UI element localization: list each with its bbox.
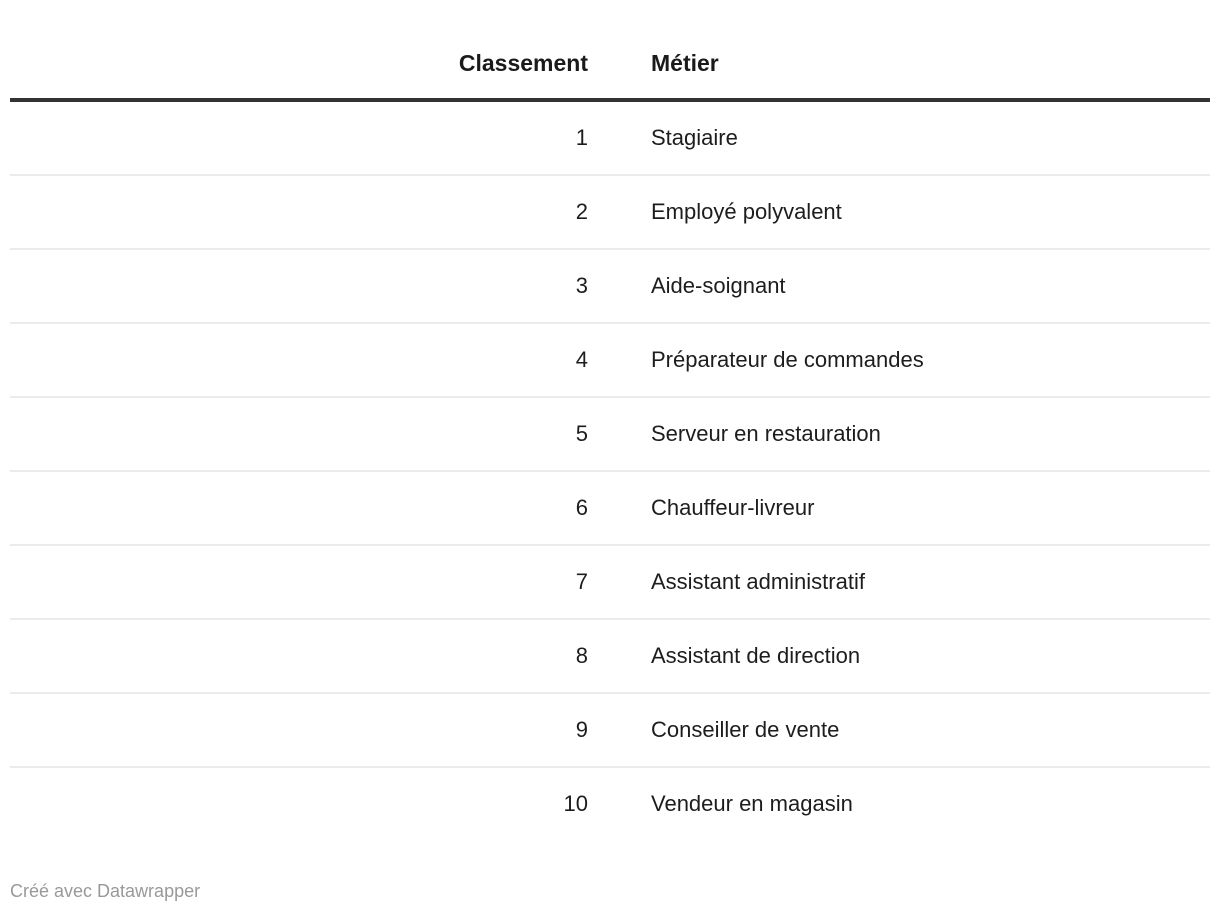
table-row: 3 Aide-soignant (10, 249, 1210, 324)
rank-cell: 7 (10, 545, 610, 620)
rank-cell: 3 (10, 249, 610, 324)
metier-cell: Conseiller de vente (610, 693, 1210, 768)
rank-cell: 5 (10, 397, 610, 472)
table-row: 4 Préparateur de commandes (10, 323, 1210, 398)
datawrapper-credit-link[interactable]: Créé avec Datawrapper (10, 881, 201, 901)
table-row: 7 Assistant administratif (10, 545, 1210, 620)
table-row: 6 Chauffeur-livreur (10, 471, 1210, 546)
metier-cell: Vendeur en magasin (651, 791, 853, 816)
column-header-classement: Classement (10, 28, 610, 102)
metier-cell: Assistant administratif (610, 545, 1210, 620)
table-row: 9 Conseiller de vente (10, 693, 1210, 768)
table-row: 8 Assistant de direction (10, 619, 1210, 694)
rank-cell: 9 (10, 693, 610, 768)
metier-cell: Serveur en restauration (610, 397, 1210, 472)
table-header: Classement Métier (10, 28, 1210, 102)
ranking-table: Classement Métier 1 Stagiaire 2 Employé … (10, 28, 1210, 840)
table-body: 1 Stagiaire 2 Employé polyvalent 3 Aide-… (10, 100, 1210, 840)
table-row: 1 Stagiaire (10, 100, 1210, 176)
table-row: 2 Employé polyvalent (10, 175, 1210, 250)
footer: Créé avec Datawrapper (10, 880, 1220, 902)
metier-cell: Assistant de direction (610, 619, 1210, 694)
page: Classement Métier 1 Stagiaire 2 Employé … (10, 28, 1210, 840)
rank-cell: 4 (10, 323, 610, 398)
rank-cell: 1 (10, 100, 610, 176)
metier-cell: Employé polyvalent (610, 175, 1210, 250)
rank-cell: 8 (10, 619, 610, 694)
rank-cell: 2 (10, 175, 610, 250)
metier-cell: Préparateur de commandes (610, 323, 1210, 398)
rank-cell: 10 (563, 791, 588, 816)
column-header-metier: Métier (610, 28, 1210, 102)
table-row: 10 Vendeur en magasin (10, 767, 1210, 840)
header-row: Classement Métier (10, 28, 1210, 102)
metier-cell: Aide-soignant (610, 249, 1210, 324)
table-row: 5 Serveur en restauration (10, 397, 1210, 472)
metier-cell: Stagiaire (610, 100, 1210, 176)
rank-cell: 6 (10, 471, 610, 546)
metier-cell: Chauffeur-livreur (610, 471, 1210, 546)
